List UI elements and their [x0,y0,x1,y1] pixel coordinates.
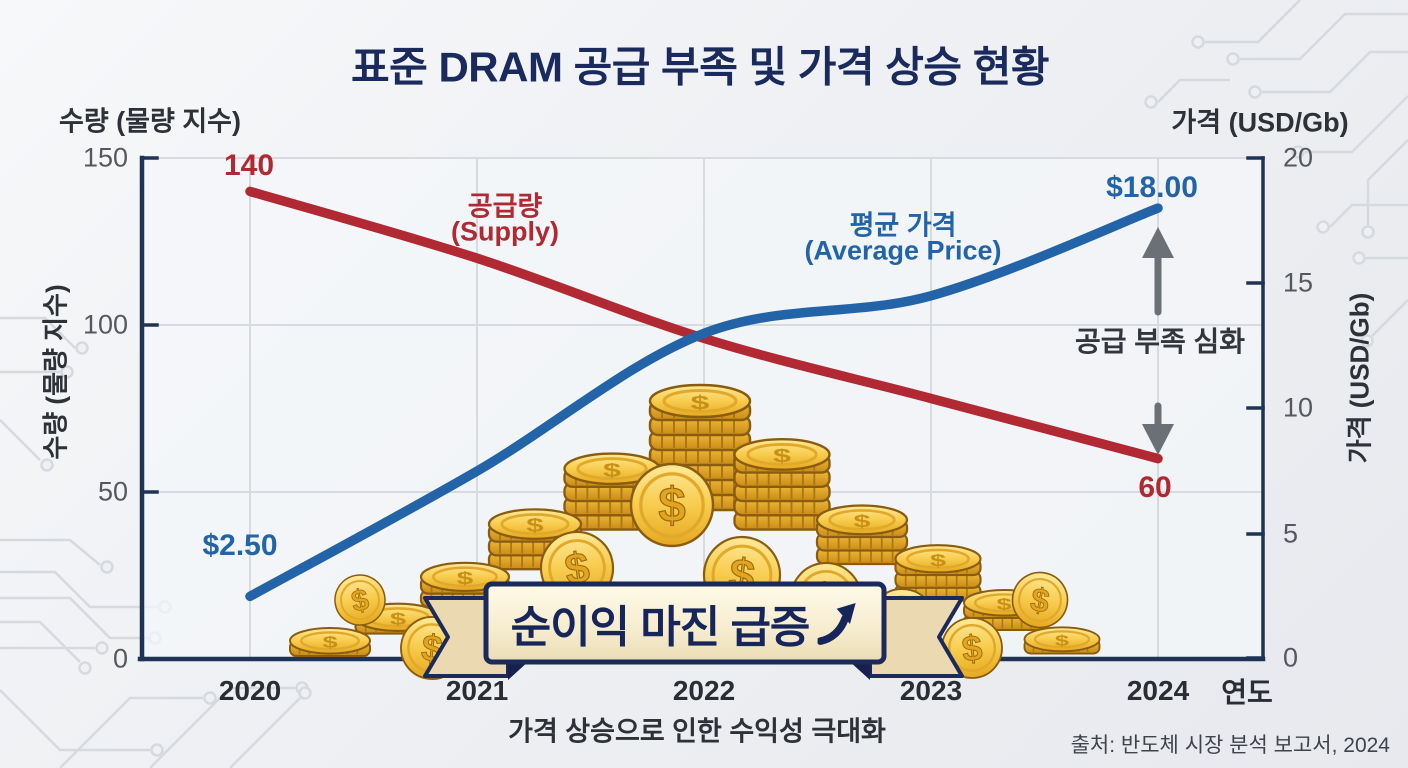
x-tick-2022: 2022 [672,675,736,706]
circuit-top-right [1144,0,1408,348]
y-tick-right-20: 20 [1283,142,1314,173]
y-tick-right-0: 0 [1283,642,1299,673]
supply-first-value: 140 [223,149,275,182]
y-tick-left-0: 0 [112,643,128,674]
circuit-left-middle [0,316,89,472]
x-tick-2024: 2024 [1126,675,1190,706]
banner-left-fold [508,660,530,680]
profit-banner [423,581,964,680]
x-axis-title: 연도 [1221,677,1273,708]
y-tick-right-10: 10 [1283,392,1314,423]
supply-series-label-en: (Supply) [451,216,559,247]
chart-caption: 가격 상승으로 인한 수익성 극대화 [508,716,886,747]
y-tick-left-150: 150 [82,142,128,173]
y-tick-right-5: 5 [1283,518,1299,549]
x-tick-2021: 2021 [445,675,509,706]
supply-series-label-ko: 공급량 [467,191,543,222]
left-axis-title-rotated: 수량 (물량 지수) [40,284,71,460]
right-axis-title-rotated: 가격 (USD/Gb) [1344,292,1375,464]
right-axis-title: 가격 (USD/Gb) [1171,107,1349,138]
banner-right-fold [848,660,870,680]
surge-arrow-icon [817,603,856,645]
shortage-annotation: 공급 부족 심화 [1074,326,1246,357]
banner-label: 순이익 마진 급증 [511,591,858,655]
price-series-label-en: (Average Price) [804,235,1002,266]
price-line [245,203,1163,602]
price-first-value: $2.50 [202,529,278,562]
source-note: 출처: 반도체 시장 분석 보고서, 2024 [1070,734,1390,757]
y-tick-left-50: 50 [97,476,128,507]
supply-last-value: 60 [1138,471,1172,504]
y-tick-left-100: 100 [82,309,128,340]
right-axis-ticks [1246,156,1265,660]
page-title: 표준 DRAM 공급 부족 및 가격 상승 현황 [351,43,1049,91]
price-series-label-ko: 평균 가격 [849,210,957,241]
left-axis-ticks [140,156,159,494]
x-tick-2023: 2023 [899,675,963,706]
y-tick-right-15: 15 [1283,267,1314,298]
banner-text: 순이익 마진 급증 [510,603,811,652]
x-tick-2020: 2020 [218,675,282,706]
banner-plate [483,581,887,665]
left-axis-title: 수량 (물량 지수) [58,106,242,137]
price-last-value: $18.00 [1106,171,1198,204]
shortage-arrow-icon [1142,227,1174,455]
